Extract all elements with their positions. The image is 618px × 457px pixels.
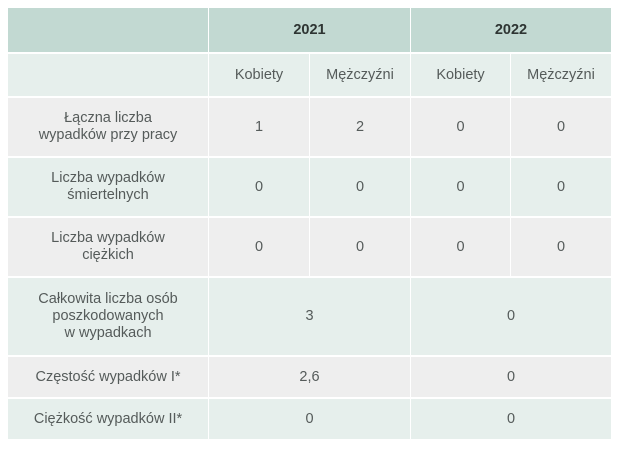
table-row: Liczba wypadków ciężkich 0 0 0 0: [8, 218, 611, 278]
table-cell: 0: [411, 158, 511, 218]
table-cell: 0: [310, 158, 411, 218]
subheader-men-2021: Mężczyźni: [310, 54, 411, 98]
table-cell: 0: [511, 158, 611, 218]
table-cell: 0: [411, 218, 511, 278]
subheader-empty-cell: [8, 54, 209, 98]
table-cell: 0: [411, 357, 611, 399]
subheader-men-2022: Mężczyźni: [511, 54, 611, 98]
table-cell: 2,6: [209, 357, 411, 399]
year-2021-header: 2021: [209, 8, 411, 54]
table-cell: 0: [411, 98, 511, 158]
header-empty-cell: [8, 8, 209, 54]
table-cell: 0: [209, 158, 310, 218]
row-label: Całkowita liczba osób poszkodowanych w w…: [8, 278, 209, 357]
table-cell: 0: [511, 218, 611, 278]
row-label: Liczba wypadków śmiertelnych: [8, 158, 209, 218]
table-row: Liczba wypadków śmiertelnych 0 0 0 0: [8, 158, 611, 218]
year-2022-header: 2022: [411, 8, 611, 54]
table-cell: 0: [209, 218, 310, 278]
table-row: Łączna liczba wypadków przy pracy 1 2 0 …: [8, 98, 611, 158]
table-cell: 0: [411, 399, 611, 441]
table-row: Częstość wypadków I* 2,6 0: [8, 357, 611, 399]
table-row: Całkowita liczba osób poszkodowanych w w…: [8, 278, 611, 357]
row-label: Ciężkość wypadków II*: [8, 399, 209, 441]
row-label: Częstość wypadków I*: [8, 357, 209, 399]
subheader-women-2022: Kobiety: [411, 54, 511, 98]
table-row: Ciężkość wypadków II* 0 0: [8, 399, 611, 441]
row-label: Łączna liczba wypadków przy pracy: [8, 98, 209, 158]
table-cell: 0: [411, 278, 611, 357]
table-cell: 0: [511, 98, 611, 158]
table-cell: 3: [209, 278, 411, 357]
year-header-row: 2021 2022: [8, 8, 611, 54]
gender-header-row: Kobiety Mężczyźni Kobiety Mężczyźni: [8, 54, 611, 98]
row-label: Liczba wypadków ciężkich: [8, 218, 209, 278]
table-cell: 2: [310, 98, 411, 158]
table-cell: 0: [209, 399, 411, 441]
table-cell: 1: [209, 98, 310, 158]
accident-statistics-table: 2021 2022 Kobiety Mężczyźni Kobiety Mężc…: [8, 8, 611, 441]
subheader-women-2021: Kobiety: [209, 54, 310, 98]
table-cell: 0: [310, 218, 411, 278]
